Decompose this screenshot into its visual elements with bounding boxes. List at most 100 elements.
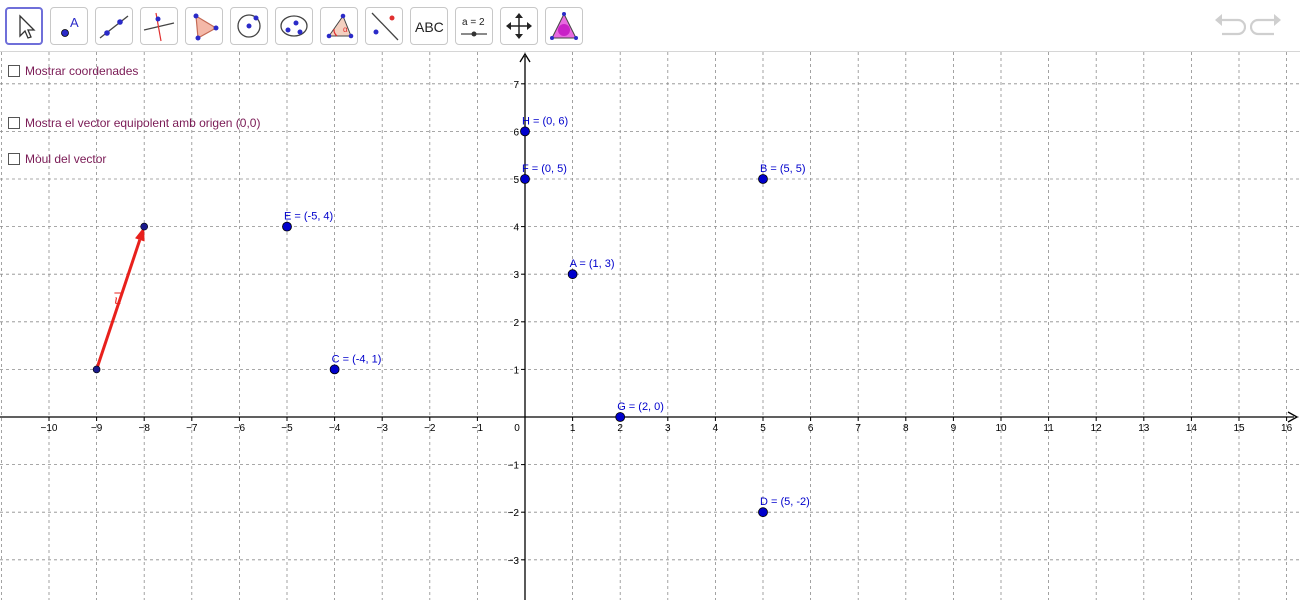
point-tool-button[interactable]: A (50, 7, 88, 45)
conic-icon (280, 15, 308, 37)
perpendicular-line-tool-button[interactable] (140, 7, 178, 45)
point-label-G: G = (2, 0) (617, 401, 664, 413)
undo-button[interactable] (1212, 10, 1247, 42)
x-tick-label: 8 (903, 423, 909, 434)
text-icon: ABC (415, 19, 444, 35)
conic-tool-button[interactable] (275, 7, 313, 45)
point-H[interactable] (520, 126, 530, 137)
x-tick-label: 10 (995, 423, 1007, 434)
point-tool-label: A (70, 15, 79, 30)
x-tick-label: 7 (855, 423, 861, 434)
axes (0, 52, 1299, 600)
x-tick-label: 16 (1281, 423, 1293, 434)
vector-u-line[interactable] (95, 239, 142, 370)
x-tick-label: 6 (808, 423, 814, 434)
vector-u-arrowhead (135, 226, 145, 242)
angle-icon: α (326, 13, 354, 39)
x-tick-label: 5 (760, 423, 766, 434)
line-icon (99, 15, 129, 39)
x-tick-label: −8 (138, 423, 150, 434)
reflect-tool-button[interactable] (365, 7, 403, 45)
x-tick-label: −5 (281, 423, 293, 434)
text-tool-button[interactable]: ABC (410, 7, 448, 45)
checkbox-label: Mostra el vector equipolent amb origen (… (25, 116, 261, 130)
x-tick-label: −4 (329, 423, 341, 434)
x-tick-label: 1 (570, 423, 576, 434)
x-tick-label: −3 (376, 423, 388, 434)
y-tick-label: −1 (508, 461, 520, 472)
circle-tool-button[interactable] (230, 7, 268, 45)
point-A[interactable] (567, 269, 578, 280)
checkbox-box[interactable] (8, 117, 20, 129)
reflect-icon (371, 12, 399, 41)
y-tick-label: 3 (513, 270, 519, 281)
point-icon: A (61, 15, 79, 37)
x-tick-label: −1 (472, 423, 484, 434)
y-tick-label: 5 (513, 175, 519, 186)
point-F[interactable] (520, 174, 530, 184)
point-E[interactable] (282, 221, 292, 232)
vector-u-tail-point[interactable] (92, 365, 101, 374)
move-graphics-view-tool-button[interactable] (500, 7, 538, 45)
x-tick-label: 11 (1043, 423, 1054, 434)
checkbox-show-equivalent-vector[interactable]: Mostra el vector equipolent amb origen (… (8, 116, 260, 130)
y-axis-arrow (519, 52, 531, 63)
toolbar: A (0, 0, 1300, 52)
checkbox-label: Mostrar coordenades (25, 64, 139, 78)
custom-tool-button[interactable] (545, 7, 583, 45)
checkbox-box[interactable] (8, 65, 20, 77)
vector-u-head-point[interactable] (140, 222, 148, 231)
svg-text:α: α (343, 25, 348, 34)
y-tick-label: 2 (513, 318, 519, 329)
y-tick-label: −3 (508, 556, 520, 567)
x-tick-label: −7 (186, 423, 198, 434)
polygon-icon (193, 13, 219, 41)
checkbox-label: Mòul del vector (25, 152, 107, 166)
vector-u-label: u (114, 293, 121, 308)
grid (0, 52, 1300, 600)
point-B[interactable] (758, 174, 768, 184)
x-tick-label: 9 (951, 423, 957, 434)
point-label-B: B = (5, 5) (760, 163, 806, 175)
perpendicular-line-icon (143, 12, 175, 42)
point-label-A: A = (1, 3) (570, 258, 615, 270)
x-tick-label: −9 (91, 423, 103, 434)
undo-icon (1215, 14, 1247, 36)
point-label-C: C = (-4, 1) (332, 353, 382, 365)
text-tool-label: ABC (415, 19, 444, 35)
polygon-tool-button[interactable] (185, 7, 223, 45)
x-tick-label: 15 (1233, 423, 1245, 434)
vector-layer: u (92, 222, 148, 374)
point-C[interactable] (329, 364, 340, 375)
y-tick-label: 6 (513, 127, 519, 138)
x-tick-label: −6 (234, 423, 246, 434)
x-tick-label: −10 (41, 423, 58, 434)
y-tick-label: 7 (513, 80, 519, 91)
move-arrows-icon (506, 13, 532, 39)
slider-tool-button[interactable]: a = 2 (455, 7, 493, 45)
move-tool-button[interactable] (5, 7, 43, 45)
checkbox-vector-modulus[interactable]: Mòul del vector (8, 152, 106, 166)
point-label-D: D = (5, -2) (760, 496, 810, 508)
redo-button[interactable] (1249, 10, 1284, 42)
point-label-E: E = (-5, 4) (284, 211, 333, 223)
line-tool-button[interactable] (95, 7, 133, 45)
x-tick-label: −2 (424, 423, 436, 434)
slider-tool-label: a = 2 (462, 17, 485, 28)
point-G[interactable] (615, 412, 626, 422)
circle-icon (237, 14, 261, 38)
y-tick-label: 1 (513, 365, 519, 376)
point-D[interactable] (758, 507, 768, 518)
x-tick-label: 3 (665, 423, 671, 434)
checkbox-show-coordinates[interactable]: Mostrar coordenades (8, 64, 138, 78)
graphics-view[interactable]: −10 −9 −8 −7 −6 −5 −4 −3 −2 −1 0 1 2 3 4 5 6 7 8 9 10 11 12 13 1… (0, 52, 1300, 600)
point-label-H: H = (0, 6) (522, 115, 568, 127)
x-tick-label: 0 (514, 423, 520, 434)
points-layer: A = (1, 3) B = (5, 5) C = (-4, 1) D = (5, -… (282, 115, 810, 518)
checkbox-box[interactable] (8, 153, 20, 165)
angle-tool-button[interactable]: α (320, 7, 358, 45)
y-tick-label: 4 (513, 223, 519, 234)
x-tick-label: 2 (617, 423, 623, 434)
x-tick-label: 14 (1186, 423, 1198, 434)
x-tick-label: 4 (713, 423, 719, 434)
